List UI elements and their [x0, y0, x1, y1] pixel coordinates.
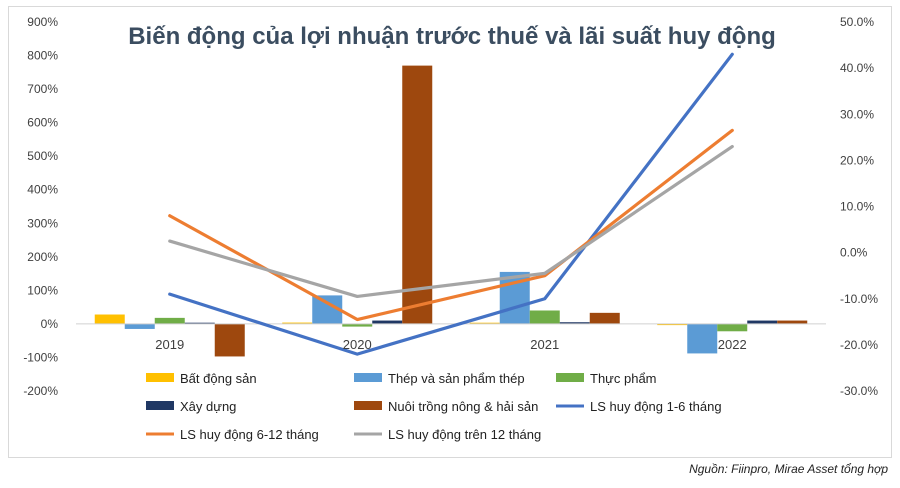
legend: Bất động sản Thép và sản phẩm thép Thực ph…: [146, 371, 722, 442]
legend-swatch: [146, 401, 174, 410]
line-series-group: [168, 52, 734, 356]
left-tick-label: 600%: [27, 116, 58, 130]
right-tick-label: 40.0%: [840, 61, 874, 75]
legend-swatch: [354, 401, 382, 410]
bar: [657, 323, 688, 326]
right-tick-label: -20.0%: [840, 338, 878, 352]
bar: [342, 323, 373, 327]
line-series: [168, 52, 734, 356]
legend-item: Nuôi trồng nông & hải sản: [354, 399, 538, 414]
legend-label: LS huy động trên 12 tháng: [388, 427, 541, 442]
left-tick-label: 300%: [27, 216, 58, 230]
line-series: [168, 128, 734, 322]
category-label: 2021: [530, 337, 559, 352]
left-tick-label: -100%: [23, 350, 58, 364]
category-label: 2019: [155, 337, 184, 352]
bar: [559, 322, 590, 324]
left-tick-label: 100%: [27, 283, 58, 297]
bar: [747, 320, 778, 324]
right-tick-label: 10.0%: [840, 200, 874, 214]
legend-item: LS huy động 1-6 tháng: [556, 399, 722, 414]
right-tick-label: -30.0%: [840, 384, 878, 398]
bar-series: [94, 314, 688, 326]
category-label: 2022: [718, 337, 747, 352]
legend-item: LS huy động trên 12 tháng: [354, 427, 541, 442]
legend-label: Xây dựng: [180, 399, 236, 414]
source-note: Nguồn: Fiinpro, Mirae Asset tổng hợp: [689, 462, 888, 476]
bar-series: [154, 310, 748, 332]
legend-swatch: [146, 373, 174, 382]
left-tick-label: 800%: [27, 49, 58, 63]
left-tick-label: 700%: [27, 82, 58, 96]
line-series: [168, 144, 734, 299]
bar: [372, 320, 403, 324]
bar: [589, 312, 620, 324]
bar: [154, 317, 185, 324]
legend-swatch: [354, 373, 382, 382]
bar: [94, 314, 125, 324]
left-tick-label: 900%: [27, 15, 58, 29]
bar-series-group: [94, 65, 808, 357]
legend-label: Thép và sản phẩm thép: [388, 371, 525, 386]
chart-title: Biến động của lợi nhuận trước thuế và lã…: [128, 23, 776, 50]
legend-item: Bất động sản: [146, 371, 257, 386]
legend-label: Thực phẩm: [590, 371, 657, 386]
right-tick-label: 20.0%: [840, 153, 874, 167]
legend-item: Thép và sản phẩm thép: [354, 371, 525, 386]
bar: [717, 323, 748, 332]
right-tick-label: 0.0%: [840, 246, 868, 260]
bar: [214, 323, 245, 357]
legend-item: Xây dựng: [146, 399, 236, 414]
bar: [124, 323, 155, 329]
left-tick-label: 0%: [41, 317, 59, 331]
right-tick-label: 30.0%: [840, 107, 874, 121]
category-labels: 2019 2020 2021 2022: [155, 337, 746, 352]
legend-label: LS huy động 6-12 tháng: [180, 427, 319, 442]
bar: [469, 322, 500, 324]
left-tick-label: -200%: [23, 384, 58, 398]
legend-label: Bất động sản: [180, 371, 257, 386]
chart-frame: [8, 6, 892, 458]
legend-label: Nuôi trồng nông & hải sản: [388, 399, 538, 414]
bar: [777, 320, 808, 324]
legend-item: Thực phẩm: [556, 371, 657, 386]
left-tick-label: 400%: [27, 183, 58, 197]
bar: [184, 322, 215, 324]
bar-series: [214, 65, 808, 357]
left-tick-label: 500%: [27, 149, 58, 163]
bar: [529, 310, 560, 324]
right-tick-label: -10.0%: [840, 292, 878, 306]
right-axis: -30.0% -20.0% -10.0% 0.0% 10.0% 20.0% 30.0% 40.…: [840, 15, 878, 398]
left-axis: -200% -100% 0% 100% 200% 300% 400% 500% 600% 700%…: [23, 15, 58, 398]
bar-series: [184, 320, 778, 324]
bar: [687, 323, 718, 354]
legend-item: LS huy động 6-12 tháng: [146, 427, 319, 442]
left-tick-label: 200%: [27, 250, 58, 264]
legend-label: LS huy động 1-6 tháng: [590, 399, 722, 414]
bar: [402, 65, 433, 324]
legend-swatch: [556, 373, 584, 382]
right-tick-label: 50.0%: [840, 15, 874, 29]
category-label: 2020: [343, 337, 372, 352]
bar: [282, 322, 313, 324]
